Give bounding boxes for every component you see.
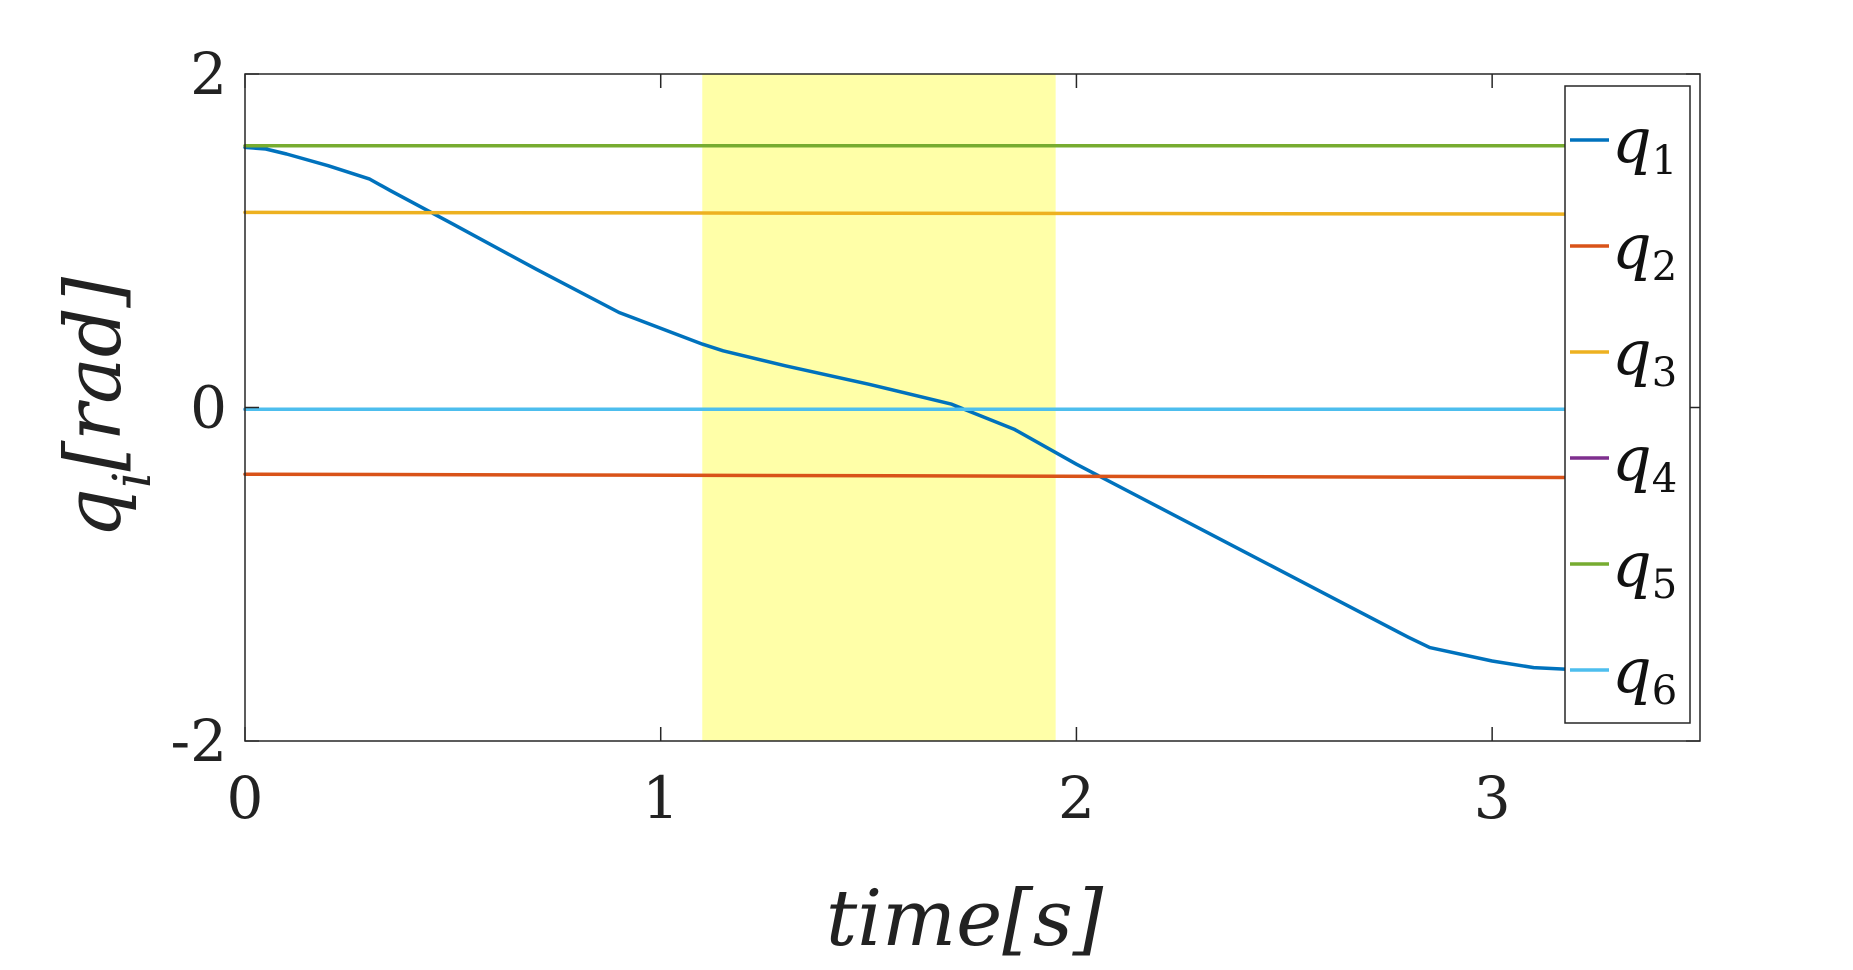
legend-label-q5: q5 bbox=[1612, 528, 1677, 608]
y-tick-label: -2 bbox=[171, 707, 228, 775]
x-tick-label: 1 bbox=[642, 764, 679, 832]
legend: q1 q2 q3 q4 q5 q6 bbox=[1564, 85, 1691, 724]
x-axis-label: time[s] bbox=[826, 874, 1104, 964]
axis-ticks bbox=[244, 73, 1700, 742]
series-line-q2 bbox=[243, 472, 1569, 480]
series-line-q3 bbox=[243, 210, 1569, 216]
legend-label-q1: q1 bbox=[1612, 104, 1677, 184]
y-tick-label: 2 bbox=[190, 40, 227, 108]
x-tick-label: 0 bbox=[227, 764, 264, 832]
x-tick-label: 2 bbox=[1058, 764, 1095, 832]
legend-label-q4: q4 bbox=[1612, 422, 1677, 502]
y-tick-label: 0 bbox=[190, 374, 227, 442]
x-tick-label: 3 bbox=[1474, 764, 1511, 832]
series-line-q1 bbox=[243, 145, 1569, 672]
legend-box bbox=[1564, 85, 1691, 724]
legend-label-q6: q6 bbox=[1612, 634, 1677, 714]
y-axis-label: qi[rad] bbox=[49, 276, 163, 538]
legend-label-q2: q2 bbox=[1612, 210, 1677, 290]
tick-labels: 0 1 2 3-202 bbox=[171, 40, 1511, 832]
legend-label-q3: q3 bbox=[1612, 316, 1677, 396]
series-lines bbox=[243, 143, 1569, 672]
